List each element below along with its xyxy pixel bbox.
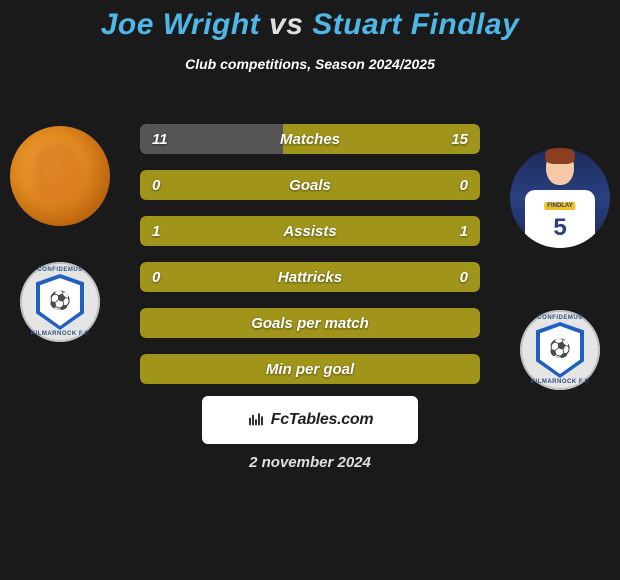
- player1-avatar: [10, 126, 110, 226]
- subtitle: Club competitions, Season 2024/2025: [0, 56, 620, 72]
- stat-bar-value-right: 0: [460, 170, 468, 200]
- stat-bar-label: Goals: [140, 170, 480, 200]
- player2-avatar: FINDLAY 5: [510, 148, 610, 248]
- player1-club-crest: CONFIDEMUS KILMARNOCK F.C: [20, 262, 100, 342]
- stat-bar-row: Hattricks0 0: [140, 262, 480, 292]
- stat-bar-row: Goals per match: [140, 308, 480, 338]
- crest-shield-icon: [36, 274, 84, 330]
- stat-bar-value-left: 1: [152, 216, 160, 246]
- watermark-text: FcTables.com: [271, 411, 374, 429]
- stat-bar-label: Assists: [140, 216, 480, 246]
- stat-bar-row: Assists1 1: [140, 216, 480, 246]
- watermark-logo-icon: [247, 411, 265, 429]
- player2-hair: [545, 148, 575, 164]
- stat-bar-row: Goals0 0: [140, 170, 480, 200]
- watermark: FcTables.com: [202, 396, 418, 444]
- player2-jersey-number: 5: [553, 214, 566, 242]
- crest-motto-top: CONFIDEMUS: [537, 315, 582, 321]
- stat-bar-value-right: 1: [460, 216, 468, 246]
- crest-motto-top: CONFIDEMUS: [37, 267, 82, 273]
- stat-bar-value-left: 0: [152, 170, 160, 200]
- stat-bar-row: Matches11 15: [140, 124, 480, 154]
- date-text: 2 november 2024: [0, 454, 620, 471]
- stat-bar-value-left: 0: [152, 262, 160, 292]
- stat-bar-value-left: 11: [152, 124, 168, 154]
- vs-text: vs: [269, 8, 303, 41]
- comparison-title: Joe Wright vs Stuart Findlay: [0, 0, 620, 42]
- stat-bar-label: Matches: [140, 124, 480, 154]
- stats-bars: Matches1115Goals00Assists11Hattricks00Go…: [140, 124, 480, 400]
- player2-name: Stuart Findlay: [312, 8, 519, 41]
- player1-name: Joe Wright: [101, 8, 260, 41]
- stat-bar-label: Goals per match: [140, 308, 480, 338]
- player2-jersey-name: FINDLAY: [544, 202, 575, 210]
- stat-bar-row: Min per goal: [140, 354, 480, 384]
- crest-motto-bottom: KILMARNOCK F.C: [31, 331, 90, 337]
- stat-bar-value-right: 0: [460, 262, 468, 292]
- stat-bar-label: Hattricks: [140, 262, 480, 292]
- stat-bar-label: Min per goal: [140, 354, 480, 384]
- player2-club-crest: CONFIDEMUS KILMARNOCK F.C: [520, 310, 600, 390]
- crest-shield-icon: [536, 322, 584, 378]
- crest-motto-bottom: KILMARNOCK F.C: [531, 379, 590, 385]
- stat-bar-value-right: 15: [451, 124, 468, 154]
